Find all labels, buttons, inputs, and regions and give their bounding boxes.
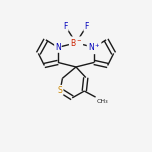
Text: F: F: [63, 22, 68, 31]
Text: F: F: [84, 22, 89, 31]
Text: B$^-$: B$^-$: [70, 37, 82, 48]
Text: S: S: [58, 86, 63, 95]
Text: CH₃: CH₃: [97, 99, 109, 104]
Text: N$^+$: N$^+$: [88, 41, 100, 53]
Text: N: N: [55, 43, 61, 52]
